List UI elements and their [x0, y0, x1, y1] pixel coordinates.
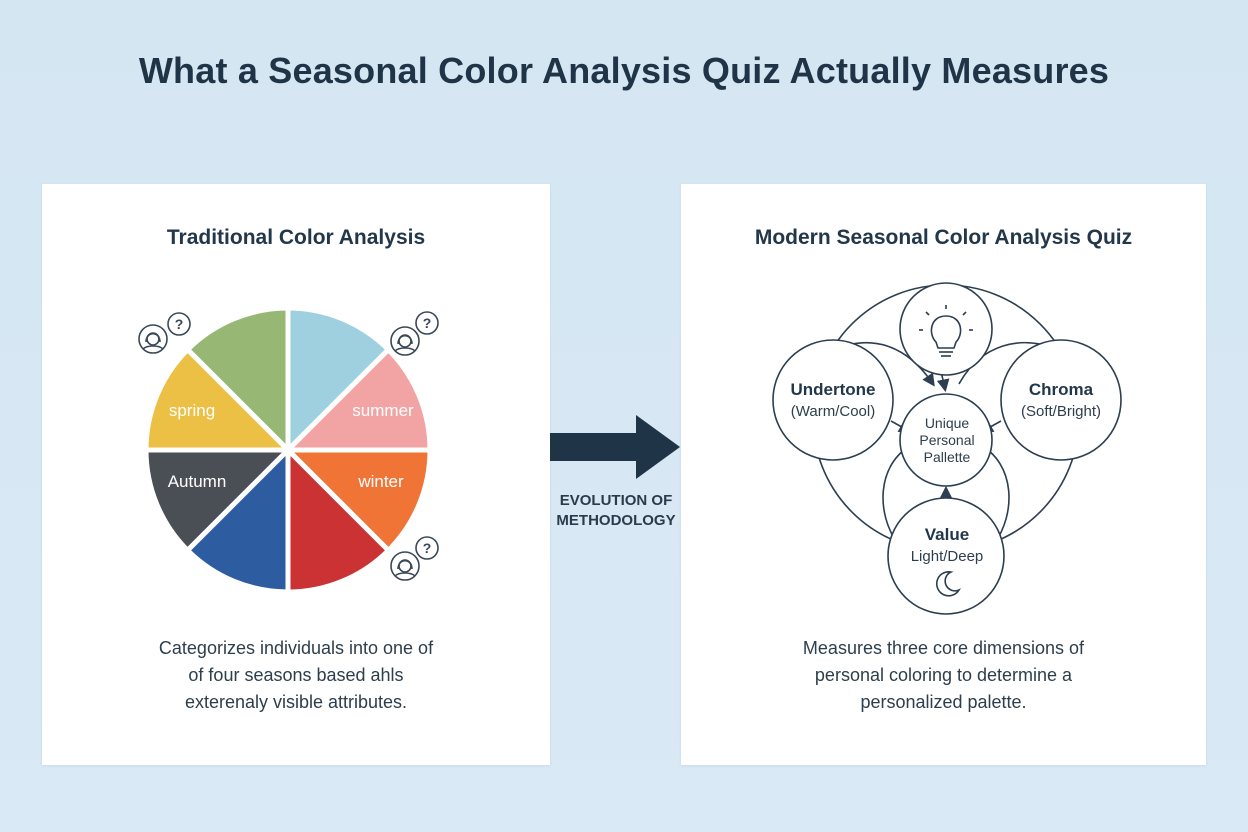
- center-line2: Personal: [919, 432, 974, 448]
- traditional-panel-title: Traditional Color Analysis: [166, 226, 426, 249]
- label-spring: spring: [169, 401, 215, 420]
- description-line: of four seasons based ahls: [188, 665, 404, 685]
- chroma-label: Chroma: [1029, 380, 1094, 399]
- modern-description: Measures three core dimensions of person…: [681, 635, 1206, 716]
- description-line: Measures three core dimensions of: [802, 638, 1085, 658]
- segment-light-blue: [285, 305, 391, 453]
- traditional-panel: Traditional Color Analysis spring summer…: [42, 184, 550, 765]
- segment-blue: [185, 447, 291, 595]
- evolution-label-line1: EVOLUTION OF: [559, 492, 673, 509]
- svg-text:?: ?: [423, 315, 432, 331]
- center-line1: Unique: [925, 415, 970, 431]
- page-title: What a Seasonal Color Analysis Quiz Actu…: [138, 50, 1110, 91]
- evolution-label: EVOLUTION OF METHODOLOGY: [536, 491, 696, 531]
- label-summer: summer: [352, 401, 414, 420]
- lightbulb-icon: [919, 305, 973, 357]
- undertone-label: Undertone: [791, 380, 876, 399]
- center-line3: Pallette: [924, 449, 971, 465]
- description-line: Categorizes individuals into one of: [158, 638, 434, 658]
- woman-question-icon: ?: [390, 311, 439, 356]
- segment-autumn: [143, 447, 291, 553]
- traditional-description: Categorizes individuals into one of of f…: [42, 635, 550, 716]
- moon-icon: [935, 570, 962, 597]
- season-wheel: spring summer Autumn winter ? ? ?: [138, 305, 439, 595]
- svg-text:?: ?: [175, 316, 184, 332]
- svg-text:?: ?: [423, 540, 432, 556]
- segment-summer: [285, 347, 433, 453]
- modern-panel-title: Modern Seasonal Color Analysis Quiz: [754, 226, 1133, 249]
- modern-panel: Modern Seasonal Color Analysis Quiz: [681, 184, 1206, 765]
- segment-spring: [143, 347, 291, 453]
- description-line: personalized palette.: [860, 692, 1027, 712]
- segment-winter: [285, 447, 433, 553]
- value-detail: Light/Deep: [911, 548, 984, 565]
- label-winter: winter: [357, 472, 404, 491]
- undertone-detail: (Warm/Cool): [791, 403, 875, 420]
- evolution-label-line2: METHODOLOGY: [556, 512, 676, 529]
- segment-green: [185, 305, 291, 453]
- value-label: Value: [925, 525, 969, 544]
- woman-question-icon: ?: [390, 536, 439, 581]
- dimensions-diagram: Undertone (Warm/Cool) Chroma (Soft/Brigh…: [772, 282, 1122, 615]
- chroma-detail: (Soft/Bright): [1021, 403, 1101, 420]
- description-line: personal coloring to determine a: [814, 665, 1073, 685]
- label-autumn: Autumn: [168, 472, 227, 491]
- segment-red: [285, 447, 391, 595]
- right-arrow-icon: [548, 412, 684, 482]
- woman-question-icon: ?: [138, 312, 191, 354]
- description-line: exterenaly visible attributes.: [184, 692, 408, 712]
